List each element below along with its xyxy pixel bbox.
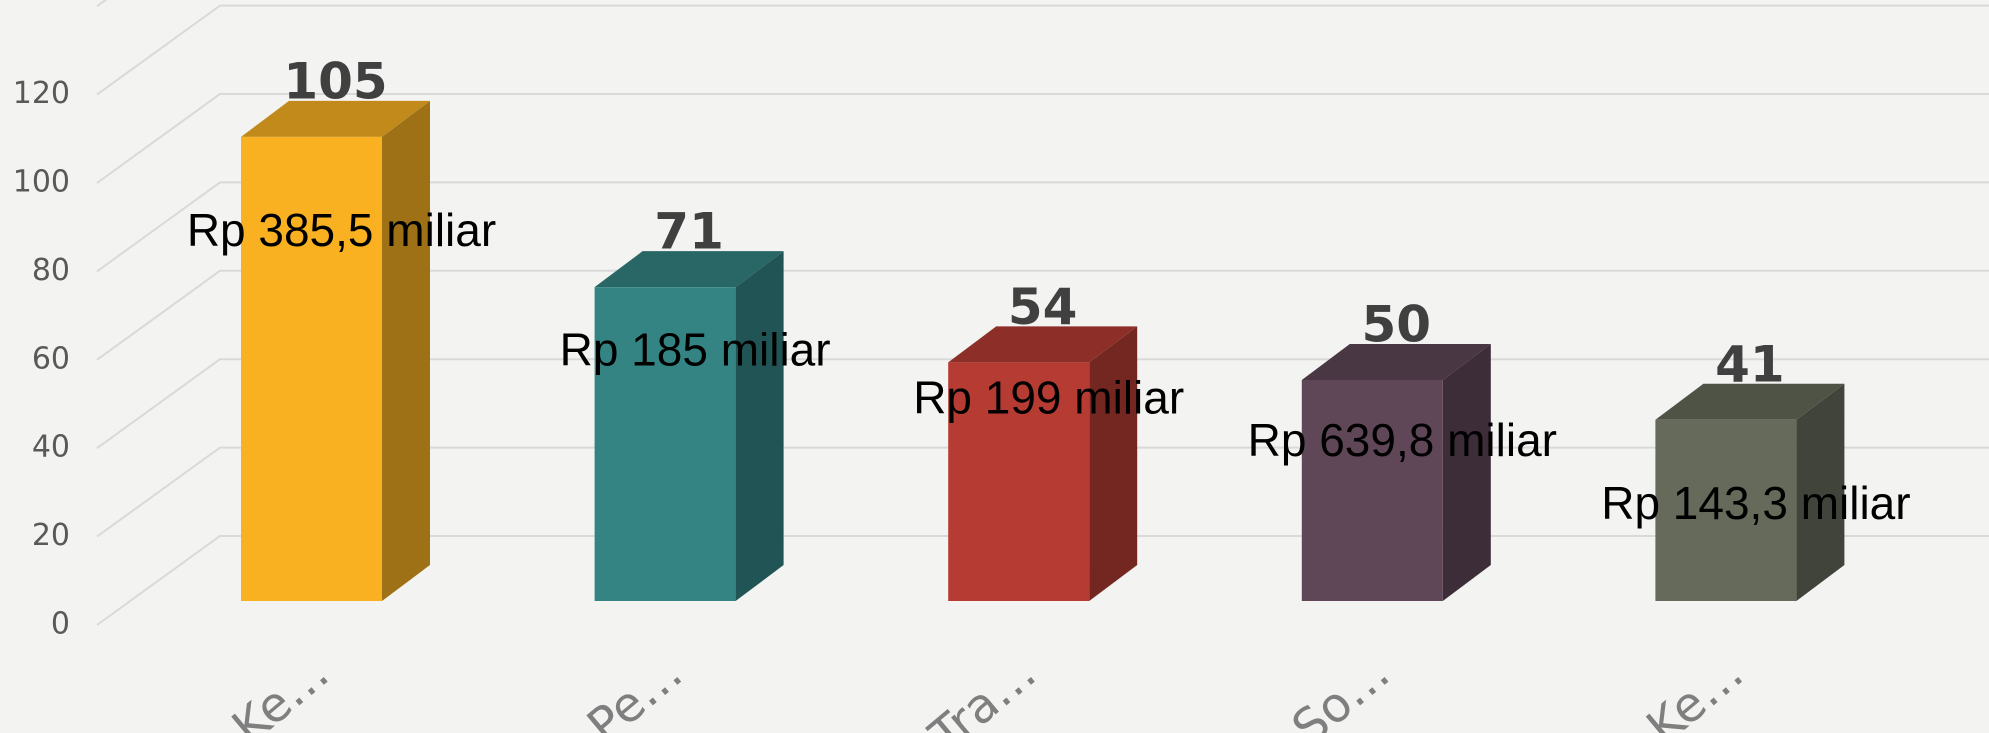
grid-line bbox=[96, 93, 1989, 184]
data-label: 71 bbox=[654, 203, 724, 261]
bar-side bbox=[735, 251, 784, 601]
y-tick-label: 60 bbox=[32, 341, 70, 376]
y-tick-label: 40 bbox=[32, 430, 70, 465]
data-label: 105 bbox=[283, 52, 387, 110]
data-label: 54 bbox=[1008, 278, 1078, 336]
annotation: Rp 185 miliar bbox=[560, 323, 831, 375]
x-tick-label: So… bbox=[1282, 644, 1401, 733]
grid-line bbox=[96, 181, 1989, 273]
y-tick-label: 120 bbox=[13, 76, 70, 111]
bar-side bbox=[382, 100, 430, 602]
bar-side bbox=[1796, 383, 1845, 601]
y-tick-label: 0 bbox=[51, 607, 70, 642]
bar bbox=[948, 362, 1090, 601]
bar bbox=[1655, 419, 1797, 601]
y-tick-label: 100 bbox=[13, 165, 70, 200]
grid-line bbox=[96, 269, 1989, 361]
bar-top bbox=[1655, 383, 1845, 420]
data-label: 50 bbox=[1362, 296, 1432, 354]
annotation: Rp 199 miliar bbox=[913, 371, 1184, 423]
annotation: Rp 143,3 miliar bbox=[1601, 477, 1910, 529]
y-tick-label: 80 bbox=[32, 253, 70, 288]
bar-side bbox=[1442, 344, 1491, 601]
bar-top bbox=[1301, 344, 1491, 380]
annotation: Rp 639,8 miliar bbox=[1248, 414, 1557, 466]
x-tick-label: Ke… bbox=[222, 644, 340, 733]
grid-line bbox=[96, 4, 1989, 96]
bar bbox=[594, 287, 736, 601]
bar-top bbox=[594, 251, 784, 288]
bar bbox=[241, 136, 382, 601]
bar-top bbox=[948, 326, 1138, 363]
y-tick-label: 20 bbox=[32, 518, 70, 553]
annotation: Rp 385,5 miliar bbox=[187, 204, 496, 256]
x-tick-label: Tra… bbox=[919, 644, 1047, 733]
bar-top bbox=[241, 100, 430, 137]
bar bbox=[1301, 380, 1443, 601]
x-tick-label: Ke… bbox=[1636, 644, 1754, 733]
bar-side bbox=[1089, 326, 1138, 601]
data-label: 41 bbox=[1715, 335, 1785, 393]
x-tick-label: Pe… bbox=[577, 644, 693, 733]
